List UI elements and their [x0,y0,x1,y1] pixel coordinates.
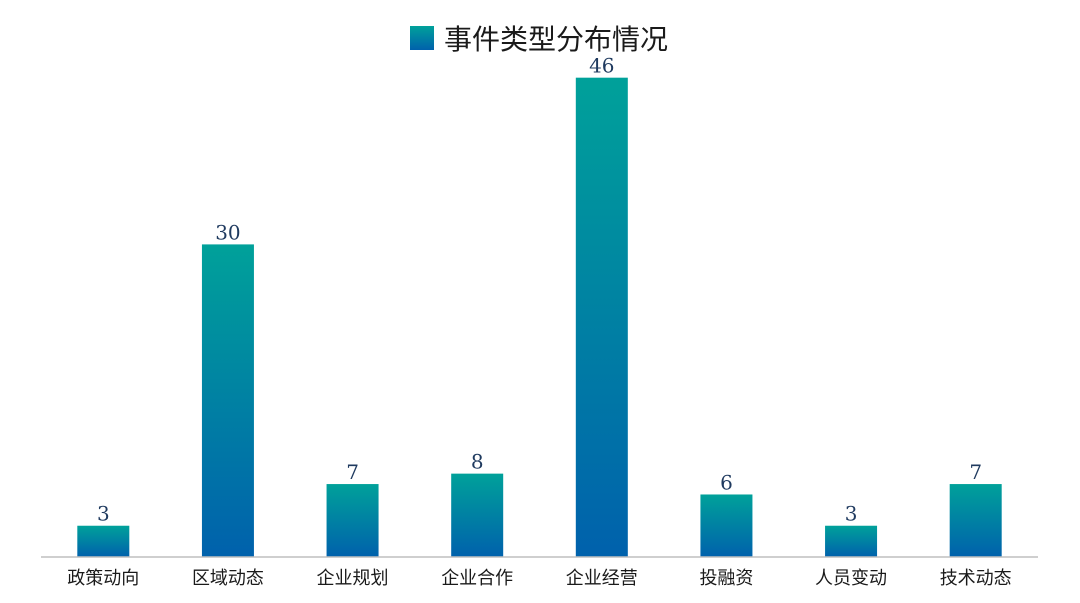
x-tick-label-8: 技术动态 [940,568,1012,589]
value-label-6: 6 [720,470,733,494]
bar-8 [949,484,1002,557]
x-tick-label-4: 企业合作 [441,568,513,589]
bar-3 [326,484,379,557]
x-tick-label-1: 政策动向 [67,568,139,589]
bars-layer [77,77,1002,558]
legend: 事件类型分布情况 [410,23,668,56]
value-label-5: 46 [589,54,614,78]
bar-4 [451,473,504,557]
bar-7 [825,525,878,557]
x-tick-label-5: 企业经营 [566,568,638,589]
x-tick-label-6: 投融资 [699,568,753,589]
x-tick-label-3: 企业规划 [317,568,389,589]
x-tick-labels-layer: 政策动向 区域动态 企业规划 企业合作 企业经营 投融资 人员变动 技术动态 [67,568,1011,589]
value-label-1: 3 [97,502,110,526]
value-label-2: 30 [215,220,240,244]
value-label-8: 7 [969,460,982,484]
x-tick-label-2: 区域动态 [192,568,264,589]
x-tick-label-7: 人员变动 [815,568,887,589]
value-labels-layer: 3 30 7 8 46 6 3 7 [97,54,982,526]
bar-2 [201,244,254,557]
bar-6 [700,494,753,557]
bar-5 [575,77,628,558]
value-label-4: 8 [471,450,484,474]
legend-swatch [410,26,434,50]
value-label-7: 3 [845,502,858,526]
legend-label: 事件类型分布情况 [444,23,668,56]
value-label-3: 7 [346,460,359,484]
bar-1 [77,525,130,557]
